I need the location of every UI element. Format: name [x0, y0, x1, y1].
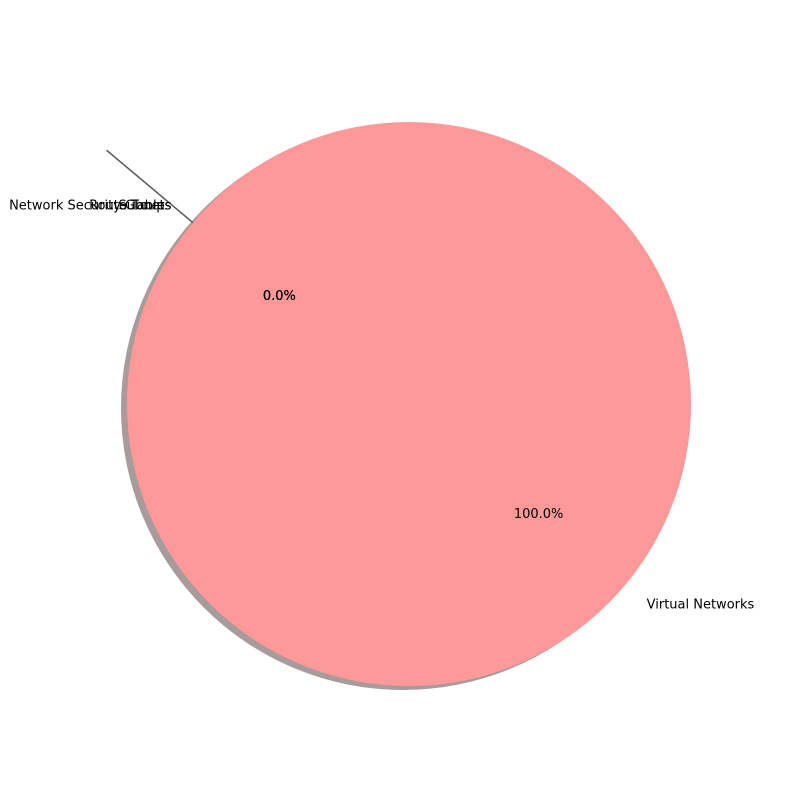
slice-pct-virtual-networks: 100.0% [514, 507, 564, 522]
pie-leader-line [106, 149, 194, 224]
pie-slice-virtual-networks [127, 122, 691, 686]
slice-pct-route-tables: 0.0% [263, 289, 296, 304]
slice-pct-network-security-groups: 0.0% [263, 289, 296, 304]
slice-label-network-security-groups: Network Security Groups [9, 199, 172, 214]
slice-label-virtual-networks: Virtual Networks [647, 597, 755, 612]
slice-label-route-tables: Route Tables [89, 199, 171, 214]
slice-label-subnets: Subnets [119, 199, 172, 214]
slice-pct-subnets: 0.0% [263, 289, 296, 304]
